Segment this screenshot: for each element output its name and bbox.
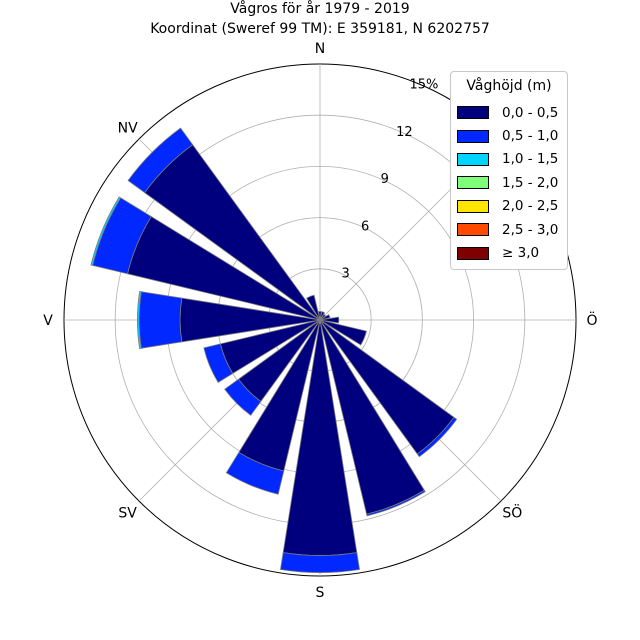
bar-segment — [366, 489, 426, 517]
legend-swatch — [457, 223, 489, 237]
legend-entries: 0,0 - 0,5 0,5 - 1,0 1,0 - 1,5 1,5 - 2,0 2,0 … — [457, 101, 567, 265]
legend-label: ≥ 3,0 — [502, 245, 540, 262]
legend-swatch — [457, 129, 489, 143]
radial-tick-label: 15% — [410, 77, 439, 92]
bar-segment — [224, 378, 262, 416]
legend-entry: 2,5 - 3,0 — [457, 218, 567, 241]
legend-entry: 1,0 - 1,5 — [457, 148, 567, 171]
bar-segment — [203, 343, 234, 383]
bar-segment — [138, 291, 183, 349]
bar-segment — [136, 290, 142, 350]
bar-segment — [416, 416, 458, 458]
legend-label: 1,5 - 2,0 — [502, 174, 559, 191]
chart-title-line-2: Koordinat (Sweref 99 TM): E 359181, N 62… — [150, 21, 490, 37]
chart-title-line-1: Vågros för år 1979 - 2019 — [230, 0, 409, 17]
bars — [90, 127, 458, 573]
legend-label: 0,0 - 0,5 — [502, 104, 559, 121]
bar-segment — [319, 316, 340, 324]
bar-segment — [319, 319, 367, 346]
direction-label: S — [316, 585, 325, 601]
bar-segment — [280, 552, 360, 573]
bar-segment — [318, 311, 322, 321]
bar-segment — [127, 127, 194, 194]
radial-tick-label: 6 — [361, 219, 369, 234]
radial-tick-label: 12 — [396, 125, 413, 140]
legend-entry: 0,5 - 1,0 — [457, 124, 567, 147]
bar-segment — [306, 294, 321, 321]
bar-segment — [319, 314, 331, 321]
bar-segment — [90, 196, 122, 266]
radial-tick-label: 3 — [341, 267, 349, 282]
legend-entry: ≥ 3,0 — [457, 241, 567, 264]
legend-entry: 2,0 - 2,5 — [457, 195, 567, 218]
legend-swatch — [457, 176, 489, 190]
direction-label: SV — [118, 505, 137, 521]
legend-swatch — [457, 106, 489, 120]
radial-tick-label: 9 — [381, 172, 389, 187]
legend-swatch — [457, 246, 489, 260]
direction-label: V — [43, 313, 53, 329]
legend-entry: 0,0 - 0,5 — [457, 101, 567, 124]
direction-label: NV — [118, 121, 138, 137]
direction-label: Ö — [586, 311, 597, 329]
legend-label: 2,0 - 2,5 — [502, 198, 559, 215]
legend: Våghöjd (m) 0,0 - 0,5 0,5 - 1,0 1,0 - 1,5 1… — [450, 71, 568, 270]
legend-swatch — [457, 152, 489, 166]
legend-entry: 1,5 - 2,0 — [457, 171, 567, 194]
legend-label: 0,5 - 1,0 — [502, 128, 559, 145]
legend-title: Våghöjd (m) — [466, 78, 552, 94]
direction-label: N — [315, 41, 325, 57]
legend-label: 1,0 - 1,5 — [502, 151, 559, 168]
legend-label: 2,5 - 3,0 — [502, 221, 559, 238]
bar-segment — [319, 313, 327, 321]
direction-label: SÖ — [502, 503, 522, 521]
bar-segment — [225, 451, 285, 495]
legend-swatch — [457, 199, 489, 213]
